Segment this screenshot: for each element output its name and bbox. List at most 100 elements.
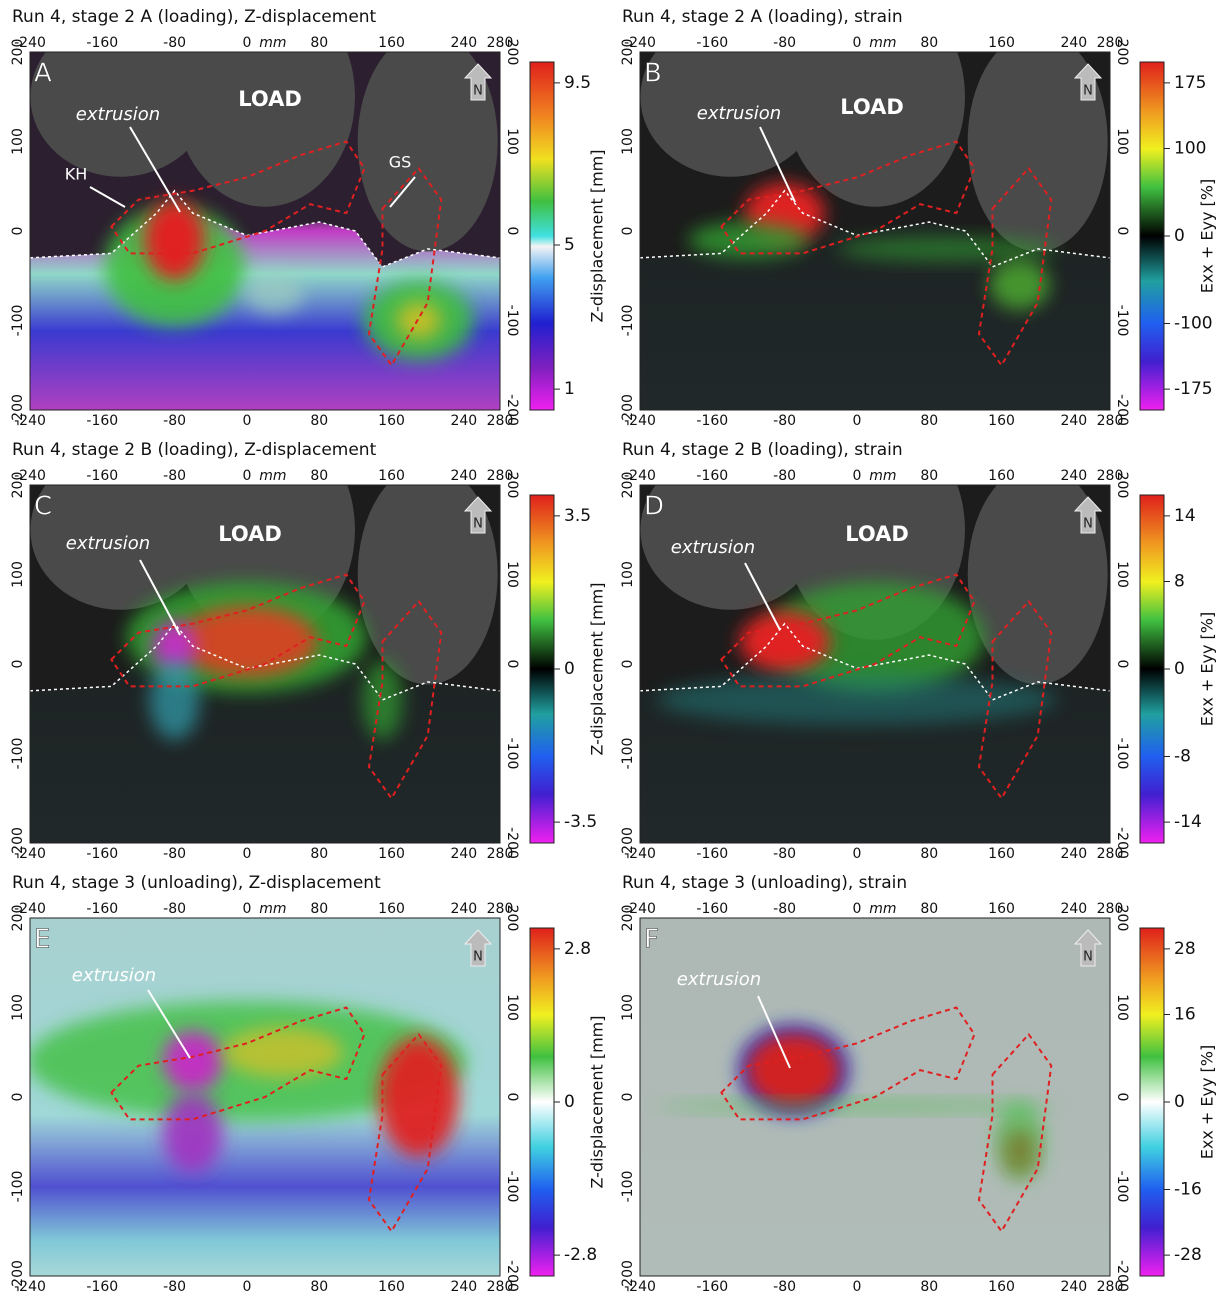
right-tick-label: 0 [1114,660,1130,669]
panel-letter: A [34,59,52,89]
left-tick-label: -200 [10,1260,26,1292]
panel-title: Run 4, stage 3 (unloading), Z-displaceme… [12,873,381,893]
top-tick-label: 240 [1060,468,1087,484]
left-tick-label: 200 [10,39,26,66]
bottom-tick-label: 80 [310,413,328,429]
field-blob [397,303,441,339]
left-tick-label: -100 [620,738,636,770]
colorbar-label: Exx + Eyy [%] [1198,612,1217,726]
north-label: N [1083,950,1093,965]
colorbar-tick-label: 0 [564,1092,575,1112]
annotation: extrusion [76,104,160,125]
bottom-tick-label: -160 [86,1279,118,1292]
field-blob [177,607,317,677]
field-map [30,0,500,410]
right-tick-label: 200 [504,905,520,932]
bottom-tick-label: -160 [696,1279,728,1292]
top-tick-label: -160 [696,35,728,51]
right-tick-label: 100 [1114,561,1130,588]
top-tick-label: 80 [920,468,938,484]
panel-title: Run 4, stage 2 B (loading), Z-displaceme… [12,440,377,460]
left-tick-label: 100 [10,128,26,155]
panel-title: Run 4, stage 2 A (loading), strain [622,7,903,27]
colorbar-tick-label: 0 [1174,226,1185,246]
left-tick-label: 100 [10,994,26,1021]
left-tick-label: 0 [620,227,636,236]
bottom-tick-label: -160 [696,413,728,429]
colorbar-label: Z-displacement [mm] [588,582,607,755]
field-blob [363,660,403,740]
top-tick-label: 240 [450,35,477,51]
panel-letter: D [644,492,664,522]
field-map [640,0,1110,410]
top-tick-label: -80 [163,901,186,917]
colorbar [1140,928,1164,1276]
field-blob [740,612,830,672]
top-tick-label: 0 [242,35,251,51]
right-tick-label: -100 [504,1171,520,1203]
panel-letter: C [34,492,52,522]
panel-letter: E [34,925,50,955]
bottom-tick-label: 240 [1060,1279,1087,1292]
bottom-tick-label: 80 [920,846,938,862]
colorbar-tick-label: -28 [1174,1245,1202,1265]
colorbar-tick-label: -14 [1174,812,1202,832]
right-tick-label: -100 [1114,305,1130,337]
left-tick-label: -200 [620,1260,636,1292]
top-tick-label: 0 [852,35,861,51]
top-tick-label: 0 [242,901,251,917]
left-tick-label: -200 [620,394,636,426]
right-tick-label: -200 [1114,827,1130,859]
left-tick-label: -200 [10,394,26,426]
colorbar-label: Z-displacement [mm] [588,149,607,322]
top-tick-label: -160 [86,35,118,51]
bottom-tick-label: 0 [242,413,251,429]
top-tick-label: 0 [242,468,251,484]
left-tick-label: -100 [620,1171,636,1203]
top-tick-label: 160 [378,468,405,484]
north-label: N [1083,84,1093,99]
top-tick-label: 160 [378,35,405,51]
bottom-tick-label: 160 [378,413,405,429]
top-tick-label: -80 [773,901,796,917]
colorbar-tick-label: 175 [1174,73,1206,93]
field-blob [379,1037,459,1157]
colorbar-tick-label: -175 [1174,379,1213,399]
annotation: GS [389,153,412,172]
colorbar-tick-label: 14 [1174,506,1196,526]
field-blob [163,1031,223,1091]
top-tick-label: 240 [1060,35,1087,51]
top-tick-label: 160 [988,468,1015,484]
top-tick-label: 0 [852,468,861,484]
colorbar-tick-label: 16 [1174,1005,1196,1025]
annotation: LOAD [218,522,282,546]
north-label: N [473,84,483,99]
right-tick-label: 100 [504,561,520,588]
top-tick-label: 160 [378,901,405,917]
colorbar [530,928,554,1276]
bottom-tick-label: -80 [773,846,796,862]
top-tick-label: -80 [163,35,186,51]
top-tick-label: -80 [163,468,186,484]
colorbar-label: Exx + Eyy [%] [1198,179,1217,293]
colorbar-tick-label: 3.5 [564,506,591,526]
top-tick-label: 240 [450,468,477,484]
axis-unit: mm [259,901,286,917]
colorbar-tick-label: 9.5 [564,73,591,93]
top-tick-label: 80 [310,901,328,917]
axis-unit: mm [869,35,896,51]
top-tick-label: -160 [696,901,728,917]
colorbar [530,62,554,410]
bottom-tick-label: 240 [450,1279,477,1292]
axis-unit: mm [869,901,896,917]
left-tick-label: 0 [620,1093,636,1102]
load-block [968,465,1108,685]
left-tick-label: 100 [10,561,26,588]
colorbar [1140,62,1164,410]
panel-title: Run 4, stage 3 (unloading), strain [622,873,907,893]
right-tick-label: 200 [504,39,520,66]
annotation: extrusion [697,103,781,124]
top-tick-label: 80 [920,901,938,917]
colorbar-tick-label: 100 [1174,139,1206,159]
field-blob [657,675,1057,725]
